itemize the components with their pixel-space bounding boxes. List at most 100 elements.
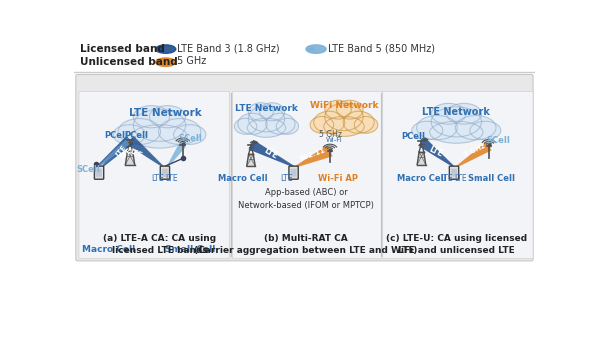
Text: SCell: SCell	[486, 136, 510, 145]
Polygon shape	[166, 142, 186, 167]
Text: 5 GHz: 5 GHz	[178, 57, 207, 67]
Ellipse shape	[354, 117, 378, 133]
Ellipse shape	[150, 106, 186, 128]
Polygon shape	[247, 154, 255, 166]
Text: LTE Band 3 (1.8 GHz): LTE Band 3 (1.8 GHz)	[178, 43, 280, 53]
FancyBboxPatch shape	[232, 91, 383, 258]
Text: PCell: PCell	[124, 131, 148, 140]
Polygon shape	[156, 47, 163, 51]
Text: SCell: SCell	[76, 165, 100, 174]
Ellipse shape	[248, 106, 285, 132]
Ellipse shape	[235, 118, 257, 134]
Polygon shape	[98, 137, 132, 167]
Text: LTE: LTE	[441, 174, 453, 183]
Text: LTE: LTE	[454, 174, 467, 183]
Ellipse shape	[310, 117, 334, 133]
Ellipse shape	[133, 109, 186, 141]
Ellipse shape	[260, 103, 285, 121]
Ellipse shape	[247, 118, 286, 137]
Text: Small Cell: Small Cell	[165, 245, 216, 254]
Ellipse shape	[314, 111, 345, 133]
Text: Wi-Fi: Wi-Fi	[326, 137, 342, 143]
Ellipse shape	[118, 119, 160, 145]
Text: LTE: LTE	[166, 174, 178, 183]
FancyBboxPatch shape	[79, 91, 229, 258]
Ellipse shape	[456, 116, 496, 140]
Polygon shape	[127, 136, 164, 168]
Text: SCell: SCell	[179, 135, 203, 144]
Ellipse shape	[324, 117, 364, 136]
Text: WiFi Network: WiFi Network	[309, 101, 378, 110]
FancyBboxPatch shape	[289, 166, 298, 179]
Polygon shape	[295, 145, 333, 168]
Ellipse shape	[416, 116, 457, 140]
Text: LTE: LTE	[114, 144, 127, 158]
Polygon shape	[102, 137, 133, 167]
Ellipse shape	[337, 100, 363, 119]
Ellipse shape	[325, 104, 363, 131]
Ellipse shape	[343, 111, 374, 133]
FancyBboxPatch shape	[162, 169, 168, 177]
Ellipse shape	[156, 45, 176, 53]
FancyBboxPatch shape	[74, 41, 535, 76]
Text: LTE: LTE	[280, 174, 293, 183]
Text: Licensed band: Licensed band	[80, 44, 165, 54]
FancyBboxPatch shape	[383, 91, 533, 258]
FancyBboxPatch shape	[76, 75, 533, 261]
Ellipse shape	[238, 113, 267, 134]
Text: Wi-Fi AP: Wi-Fi AP	[318, 174, 358, 183]
Ellipse shape	[431, 104, 466, 124]
FancyBboxPatch shape	[160, 166, 169, 179]
Text: Macro Cell: Macro Cell	[219, 174, 268, 183]
Ellipse shape	[429, 121, 483, 143]
Text: 5 GHz: 5 GHz	[320, 130, 342, 139]
Polygon shape	[418, 137, 454, 168]
Polygon shape	[417, 152, 426, 165]
Text: PCell: PCell	[104, 131, 128, 140]
Text: Unlicensed band: Unlicensed band	[80, 57, 178, 67]
Ellipse shape	[306, 45, 326, 53]
Text: LTE Network: LTE Network	[128, 108, 201, 118]
Ellipse shape	[248, 103, 273, 121]
Text: LTE: LTE	[151, 174, 165, 183]
FancyBboxPatch shape	[96, 169, 102, 177]
Ellipse shape	[412, 121, 443, 140]
Text: 802.11: 802.11	[299, 147, 327, 162]
Polygon shape	[248, 140, 295, 168]
Ellipse shape	[156, 58, 176, 67]
Ellipse shape	[173, 125, 206, 145]
Ellipse shape	[159, 119, 201, 145]
Text: LTE: LTE	[129, 148, 143, 158]
Text: Macro Cell: Macro Cell	[83, 245, 136, 254]
Text: LTE Network: LTE Network	[422, 107, 490, 117]
Ellipse shape	[447, 104, 482, 124]
Ellipse shape	[325, 100, 351, 119]
Text: LTE Network: LTE Network	[235, 104, 298, 113]
Text: PCell: PCell	[402, 132, 426, 141]
Polygon shape	[306, 47, 314, 51]
Text: 5 GHz: 5 GHz	[463, 143, 486, 158]
Text: App-based (ABC) or
Network-based (IFOM or MPTCP): App-based (ABC) or Network-based (IFOM o…	[238, 188, 374, 210]
FancyBboxPatch shape	[290, 169, 296, 177]
FancyBboxPatch shape	[94, 166, 104, 179]
Text: LTE: LTE	[427, 145, 444, 159]
Text: (b) Multi-RAT CA
(Carrier aggregation between LTE and WiFi): (b) Multi-RAT CA (Carrier aggregation be…	[194, 234, 418, 255]
Ellipse shape	[276, 118, 299, 134]
Text: Macro Cell: Macro Cell	[397, 174, 446, 183]
Polygon shape	[456, 142, 492, 168]
Text: (a) LTE-A CA: CA using
licensed LTE bands: (a) LTE-A CA: CA using licensed LTE band…	[103, 234, 216, 255]
Text: LTE: LTE	[263, 146, 280, 160]
Ellipse shape	[431, 107, 482, 137]
Text: LTE: LTE	[119, 147, 133, 159]
Text: Small Cell: Small Cell	[467, 174, 514, 183]
Text: (c) LTE-U: CA using licensed
LTE and unlicensed LTE: (c) LTE-U: CA using licensed LTE and unl…	[386, 234, 527, 255]
FancyBboxPatch shape	[449, 166, 459, 179]
FancyBboxPatch shape	[451, 169, 457, 177]
Ellipse shape	[266, 113, 295, 134]
Ellipse shape	[132, 125, 187, 148]
Polygon shape	[96, 136, 134, 168]
Polygon shape	[156, 60, 163, 65]
Ellipse shape	[133, 106, 169, 128]
Ellipse shape	[113, 125, 146, 145]
Polygon shape	[125, 151, 135, 165]
